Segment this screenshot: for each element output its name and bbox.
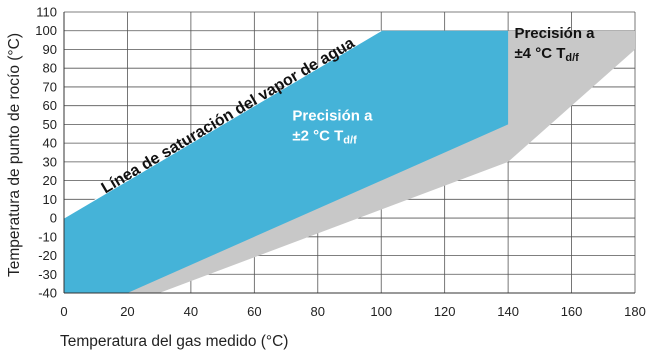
y-tick-label: 50: [43, 117, 57, 132]
y-tick-label: 90: [43, 42, 57, 57]
x-tick-label: 100: [370, 304, 392, 319]
precision-areas: [63, 30, 635, 293]
x-tick-label: 40: [184, 304, 198, 319]
x-tick-label: 140: [497, 304, 519, 319]
y-tick-label: -10: [38, 229, 57, 244]
x-tick-label: 60: [247, 304, 261, 319]
y-tick-label: 100: [35, 23, 57, 38]
axes: [63, 12, 635, 294]
y-tick-label: 80: [43, 61, 57, 76]
y-tick-label: 70: [43, 79, 57, 94]
x-tick-label: 120: [434, 304, 456, 319]
region-label-title-inner: Precisión a: [292, 108, 373, 125]
y-tick-label: 20: [43, 173, 57, 188]
x-tick-label: 160: [561, 304, 583, 319]
subscript: d/f: [565, 52, 579, 64]
y-tick-label: 30: [43, 154, 57, 169]
x-tick-label: 80: [311, 304, 325, 319]
x-tick-label: 20: [120, 304, 134, 319]
y-tick-label: -40: [38, 286, 57, 301]
y-tick-label: 40: [43, 136, 57, 151]
region-label-value-inner: ±2 °C Td/f: [292, 128, 357, 147]
x-tick-label: 180: [624, 304, 646, 319]
y-tick-labels: -40 -30 -20 -10 0 10 20 30 40 50 60 70 80 90 100 110: [35, 5, 57, 301]
y-tick-label: 0: [50, 211, 57, 226]
x-tick-labels: 0 20 40 60 80 100 120 140 160 180: [60, 304, 645, 319]
saturation-line: [63, 30, 382, 219]
y-tick-label: -30: [38, 267, 57, 282]
region-label-value-outer: ±4 °C Td/f: [514, 45, 579, 64]
y-tick-label: -20: [38, 248, 57, 263]
subscript: d/f: [343, 135, 357, 147]
y-tick-label: 110: [36, 5, 57, 20]
x-tick-label: 0: [60, 304, 67, 319]
y-axis-title: Temperatura de punto de rocío (°C): [6, 33, 23, 277]
y-tick-label: 10: [43, 192, 57, 207]
area-precision-2c: [64, 30, 509, 293]
region-label-title-outer: Precisión a: [514, 25, 595, 42]
x-axis-title: Temperatura del gas medido (°C): [60, 333, 288, 350]
y-tick-label: 60: [43, 98, 57, 113]
